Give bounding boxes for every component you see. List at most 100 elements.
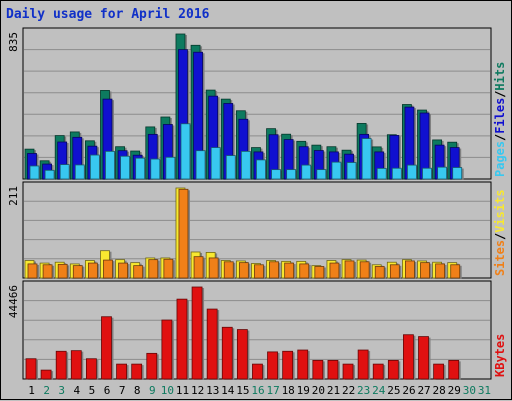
bar-pages-day-11 [180, 123, 191, 180]
x-tick-label-4: 4 [74, 384, 81, 397]
bar-kbytes-day-16 [252, 363, 263, 380]
bar-kbytes-day-18 [282, 350, 294, 380]
x-tick-label-28: 28 [433, 384, 446, 397]
bar-sites-day-8 [133, 265, 144, 279]
bar-kbytes-day-17 [267, 351, 278, 380]
x-tick-label-10: 10 [161, 384, 174, 397]
bar-pages-day-16 [256, 159, 266, 180]
bar-kbytes-day-22 [342, 363, 354, 380]
x-tick-label-25: 25 [387, 384, 400, 397]
bar-kbytes-day-28 [433, 363, 445, 380]
x-tick-label-14: 14 [221, 384, 235, 397]
bar-kbytes-day-10 [161, 319, 173, 380]
panel-1-ymax-label: 835 [7, 32, 20, 52]
x-tick-label-18: 18 [282, 384, 295, 397]
x-tick-label-5: 5 [89, 384, 96, 397]
bar-sites-day-5 [87, 262, 98, 279]
bar-sites-day-13 [208, 257, 219, 279]
bar-kbytes-day-29 [448, 359, 460, 380]
bar-kbytes-day-27 [418, 336, 429, 380]
bar-sites-day-26 [405, 260, 415, 279]
legend-separator: / [493, 233, 507, 240]
bar-sites-day-20 [314, 266, 325, 279]
x-tick-label-6: 6 [104, 384, 111, 397]
bar-pages-day-3 [59, 164, 70, 180]
bar-pages-day-4 [74, 164, 85, 180]
bar-kbytes-day-8 [131, 363, 143, 380]
bar-pages-day-2 [44, 169, 55, 180]
bar-pages-day-7 [120, 155, 130, 180]
bar-pages-day-19 [301, 164, 312, 180]
x-tick-label-26: 26 [402, 384, 415, 397]
bar-kbytes-day-20 [312, 359, 324, 380]
legend-hits: Hits [493, 62, 507, 91]
bar-pages-day-24 [376, 168, 387, 180]
x-tick-label-29: 29 [448, 384, 461, 397]
bar-sites-day-21 [329, 262, 340, 279]
bar-sites-day-22 [344, 260, 355, 279]
bar-sites-day-2 [42, 264, 53, 279]
legend-pages: Pages [493, 141, 507, 177]
bar-sites-day-15 [238, 262, 249, 279]
x-tick-label-2: 2 [43, 384, 50, 397]
bar-kbytes-day-15 [236, 329, 248, 380]
bar-sites-day-28 [435, 263, 446, 279]
bar-sites-day-16 [254, 264, 264, 279]
bar-pages-day-15 [240, 150, 251, 180]
bar-pages-day-6 [105, 150, 115, 180]
bar-pages-day-9 [150, 158, 161, 180]
bar-pages-day-18 [286, 169, 297, 180]
legend-visits: Visits [493, 189, 507, 232]
x-tick-label-20: 20 [312, 384, 325, 397]
bar-kbytes-day-23 [357, 349, 369, 380]
bar-kbytes-day-26 [403, 334, 414, 380]
bar-sites-day-19 [299, 263, 310, 279]
bar-kbytes-day-7 [116, 363, 127, 380]
legend-separator: / [493, 91, 507, 98]
x-tick-label-1: 1 [28, 384, 35, 397]
bar-kbytes-day-1 [25, 358, 37, 380]
bar-sites-day-3 [57, 263, 68, 279]
bar-sites-day-24 [374, 266, 385, 279]
bar-kbytes-day-19 [297, 349, 309, 380]
x-tick-label-15: 15 [236, 384, 249, 397]
bar-kbytes-day-3 [55, 350, 67, 380]
bar-kbytes-day-6 [101, 316, 112, 380]
x-tick-label-19: 19 [297, 384, 310, 397]
x-tick-label-13: 13 [206, 384, 219, 397]
bar-kbytes-day-9 [146, 352, 158, 380]
bar-pages-day-5 [89, 154, 100, 180]
bar-kbytes-day-24 [372, 363, 384, 380]
bar-sites-day-12 [193, 256, 204, 279]
bar-kbytes-day-14 [221, 326, 233, 380]
x-tick-label-16: 16 [251, 384, 264, 397]
bar-sites-day-18 [284, 262, 295, 279]
x-tick-label-30: 30 [463, 384, 476, 397]
bar-pages-day-29 [452, 167, 463, 180]
x-tick-label-11: 11 [176, 384, 189, 397]
legend-kbytes: KBytes [493, 334, 507, 377]
bar-pages-day-13 [210, 147, 221, 180]
bar-sites-day-17 [269, 261, 279, 279]
x-tick-label-3: 3 [58, 384, 65, 397]
panel-2-ymax-label: 211 [7, 186, 20, 206]
bar-sites-day-27 [420, 262, 430, 279]
x-tick-label-17: 17 [266, 384, 279, 397]
x-tick-label-12: 12 [191, 384, 204, 397]
bar-pages-day-1 [29, 165, 40, 180]
bar-pages-day-21 [331, 161, 342, 180]
x-tick-label-7: 7 [119, 384, 126, 397]
bar-sites-day-6 [103, 259, 113, 279]
x-tick-label-24: 24 [372, 384, 386, 397]
x-tick-label-27: 27 [417, 384, 430, 397]
x-tick-label-22: 22 [342, 384, 355, 397]
panel-3-ymax-label: 44466 [7, 285, 20, 318]
x-tick-label-23: 23 [357, 384, 370, 397]
chart-title: Daily usage for April 2016 [6, 7, 210, 22]
bar-pages-day-28 [437, 166, 448, 180]
bar-sites-day-1 [27, 263, 38, 279]
bar-pages-day-25 [391, 167, 402, 180]
x-tick-label-8: 8 [134, 384, 141, 397]
bar-kbytes-day-4 [70, 350, 82, 380]
